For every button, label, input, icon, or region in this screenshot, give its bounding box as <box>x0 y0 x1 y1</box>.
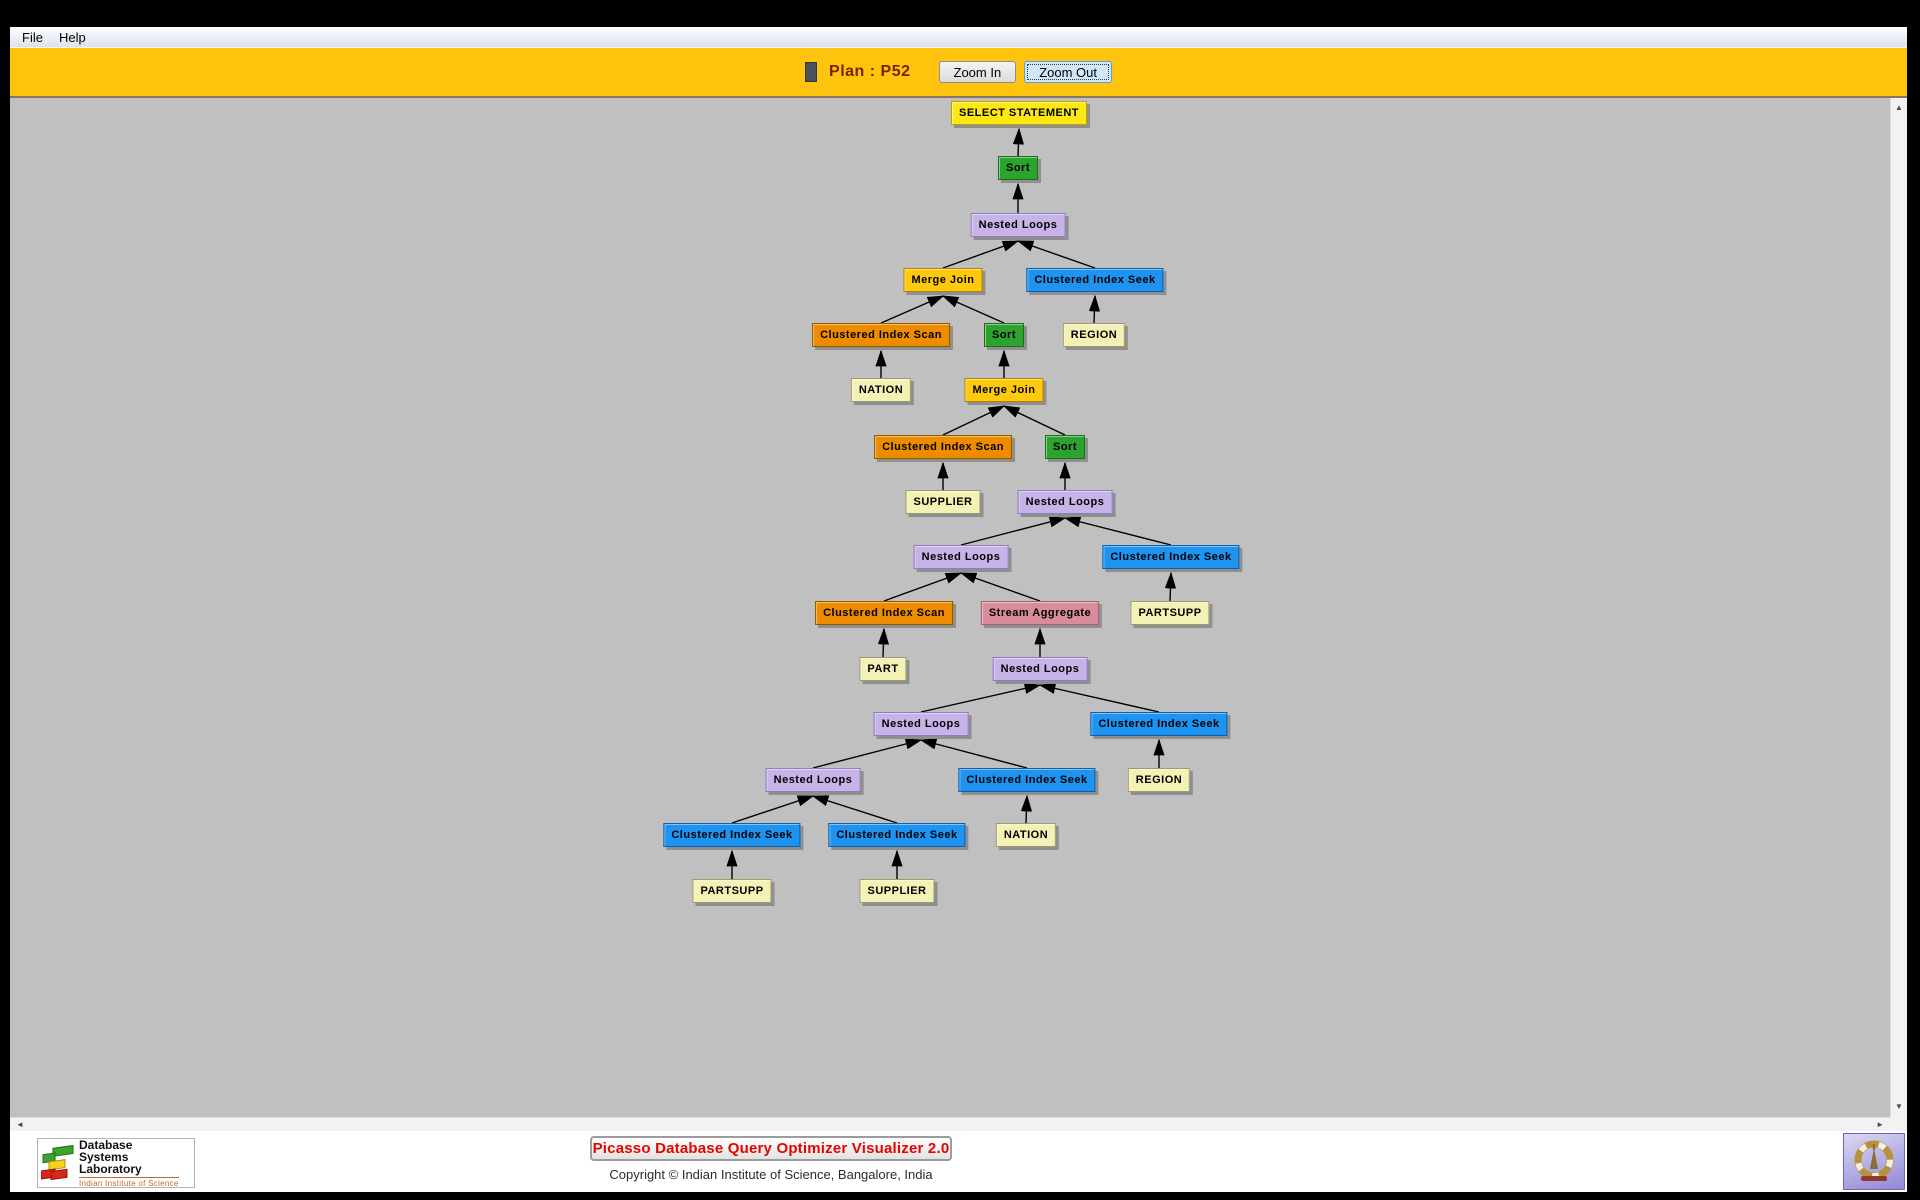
plan-node-ciseek-5: Clustered Index Seek <box>663 823 801 847</box>
plan-color-swatch <box>805 62 818 82</box>
plan-node-nested-loops-6: Nested Loops <box>765 768 861 792</box>
plan-edge <box>880 295 945 324</box>
plan-node-ciseek-4: Clustered Index Seek <box>958 768 1096 792</box>
footer: Database Systems Laboratory Indian Insti… <box>10 1131 1907 1192</box>
iisc-emblem-icon <box>1854 1140 1894 1181</box>
plan-node-select-statement: SELECT STATEMENT <box>950 101 1088 125</box>
plan-node-region-2: REGION <box>1127 768 1191 792</box>
plan-node-partsupp-1: PARTSUPP <box>1130 601 1210 625</box>
zoom-out-button[interactable]: Zoom Out <box>1024 61 1112 83</box>
plan-edge <box>942 240 1020 269</box>
plan-node-nation-1: NATION <box>850 378 912 402</box>
plan-node-ciscan-2: Clustered Index Scan <box>874 435 1012 459</box>
horizontal-scrollbar[interactable]: ◄ ► <box>10 1117 1890 1131</box>
plan-node-partsupp-2: PARTSUPP <box>692 879 772 903</box>
plan-node-ciseek-6: Clustered Index Seek <box>828 823 966 847</box>
copyright-text: Copyright © Indian Institute of Science,… <box>609 1167 933 1182</box>
plan-edge <box>877 627 890 658</box>
dsl-logo-bricks-icon <box>41 1144 74 1181</box>
scrollbar-corner <box>1890 1117 1907 1131</box>
plan-node-nation-2: NATION <box>995 823 1057 847</box>
vertical-scrollbar[interactable]: ▲ ▼ <box>1890 98 1907 1117</box>
plan-node-ciseek-3: Clustered Index Seek <box>1090 712 1228 736</box>
iisc-emblem <box>1843 1133 1905 1190</box>
plan-edge <box>1016 240 1096 269</box>
menubar: File Help <box>10 27 1907 48</box>
plan-node-supplier-2: SUPPLIER <box>859 879 935 903</box>
plan-edge <box>1012 127 1025 157</box>
plan-node-nested-loops-5: Nested Loops <box>873 712 969 736</box>
plan-node-ciseek-2: Clustered Index Seek <box>1102 545 1240 569</box>
plan-canvas: SELECT STATEMENT Sort Nested Loops Merge Jo… <box>10 98 1890 1117</box>
plan-edge <box>883 572 963 602</box>
plan-node-ciscan-3: Clustered Index Scan <box>815 601 953 625</box>
plan-node-nested-loops-4: Nested Loops <box>992 657 1088 681</box>
plan-node-nested-loops-2: Nested Loops <box>1017 490 1113 514</box>
plan-edge <box>1063 516 1172 546</box>
dsl-logo-line3: Laboratory <box>79 1161 142 1176</box>
plan-edge <box>959 572 1041 602</box>
dsl-logo-line2: Systems <box>79 1149 129 1164</box>
plan-node-merge-join-1: Merge Join <box>903 268 983 292</box>
plan-edge <box>942 405 1006 436</box>
app-window: File Help Plan : P52 Zoom In Zoom Out SE… <box>10 27 1907 1192</box>
plan-edge <box>1164 571 1177 602</box>
scroll-up-arrow-icon[interactable]: ▲ <box>1895 103 1903 112</box>
plan-edge <box>1020 794 1033 824</box>
menu-item-file[interactable]: File <box>22 29 43 45</box>
plan-edges-layer <box>726 127 1177 879</box>
dsl-logo: Database Systems Laboratory Indian Insti… <box>37 1138 195 1188</box>
plan-edge <box>1088 294 1101 324</box>
plan-node-ciscan-1: Clustered Index Scan <box>812 323 950 347</box>
plan-node-supplier-1: SUPPLIER <box>905 490 981 514</box>
app-title-badge: Picasso Database Query Optimizer Visuali… <box>590 1136 952 1161</box>
plan-node-ciseek-1: Clustered Index Seek <box>1026 268 1164 292</box>
plan-edge <box>731 795 815 824</box>
plan-node-sort-2: Sort <box>984 323 1024 347</box>
zoom-in-button[interactable]: Zoom In <box>938 61 1017 83</box>
plan-node-stream-agg: Stream Aggregate <box>980 601 1100 625</box>
menu-item-help[interactable]: Help <box>58 29 86 45</box>
plan-node-merge-join-2: Merge Join <box>964 378 1044 402</box>
plan-edge <box>920 682 1042 713</box>
plan-node-nested-loops-3: Nested Loops <box>913 545 1009 569</box>
plan-node-sort-3: Sort <box>1045 435 1085 459</box>
scroll-left-arrow-icon[interactable]: ◄ <box>16 1120 24 1129</box>
plan-edge <box>960 516 1067 546</box>
plan-label: Plan : P52 <box>829 63 911 80</box>
plan-node-region-1: REGION <box>1062 323 1126 347</box>
toolbar: Plan : P52 Zoom In Zoom Out <box>10 48 1907 98</box>
scroll-right-arrow-icon[interactable]: ► <box>1876 1120 1884 1129</box>
plan-node-part-1: PART <box>859 657 907 681</box>
dsl-logo-subtitle: Indian Institute of Science <box>79 1176 179 1188</box>
plan-node-sort-1: Sort <box>998 156 1038 180</box>
plan-edge <box>1002 405 1066 436</box>
plan-edge <box>941 295 1005 324</box>
plan-node-nested-loops-1: Nested Loops <box>970 213 1066 237</box>
plan-edge <box>812 738 923 769</box>
plan-edge <box>919 738 1028 769</box>
plan-edge <box>1038 682 1160 713</box>
dsl-logo-line1: Database <box>79 1137 133 1152</box>
scroll-down-arrow-icon[interactable]: ▼ <box>1895 1102 1903 1111</box>
plan-edge <box>811 795 898 824</box>
